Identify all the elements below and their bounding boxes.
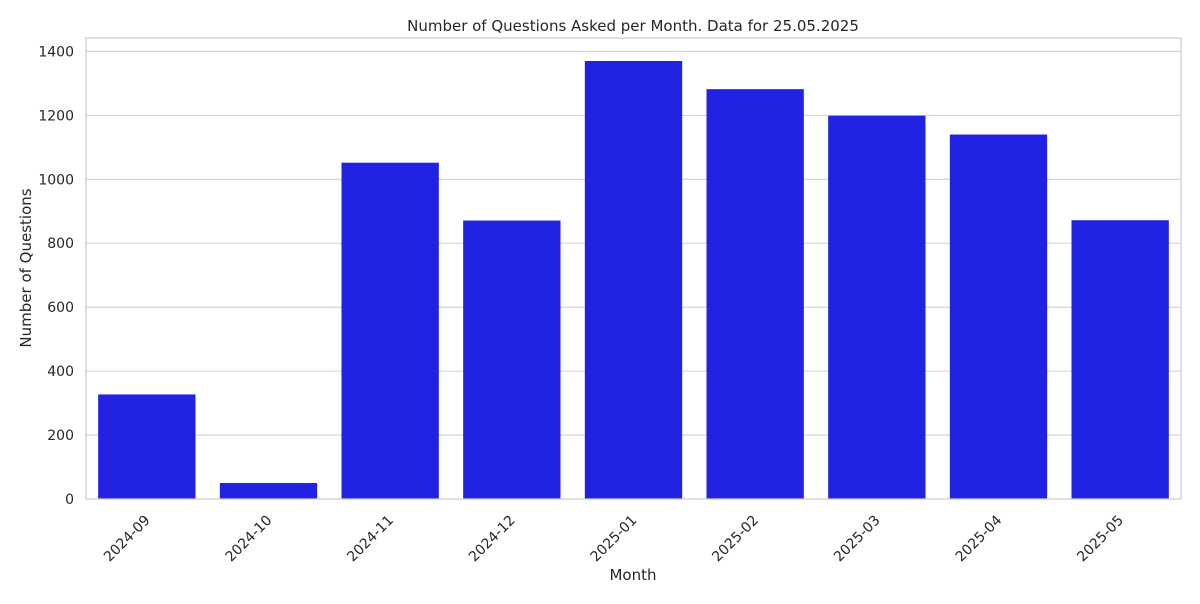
bar-2025-01 — [584, 61, 683, 499]
y-tick-label: 800 — [47, 236, 74, 252]
x-tick-label: 2025-02 — [709, 513, 762, 566]
bar-2024-09 — [98, 394, 196, 499]
x-tick-label: 2024-09 — [101, 513, 154, 566]
y-tick-label: 0 — [65, 492, 74, 508]
x-tick-label: 2025-03 — [831, 513, 884, 566]
y-tick-label: 1200 — [38, 108, 74, 124]
bars — [98, 61, 1169, 499]
plot-frame — [85, 37, 1182, 500]
bar-2024-10 — [219, 483, 318, 499]
bar-2025-04 — [949, 134, 1048, 499]
y-tick-label: 200 — [47, 428, 74, 444]
bar-2024-12 — [463, 220, 561, 499]
chart-title: Number of Questions Asked per Month. Dat… — [407, 17, 859, 35]
x-tick-label: 2024-12 — [466, 513, 519, 566]
bar-2025-03 — [828, 115, 926, 499]
x-tick-label: 2025-01 — [588, 513, 641, 566]
y-tick-label: 1400 — [38, 44, 74, 60]
y-axis-title: Number of Questions — [17, 188, 35, 347]
x-tick-label: 2024-10 — [223, 513, 276, 566]
y-tick-labels: 0 200 400 600 800 1000 1200 1400 — [38, 44, 74, 508]
x-tick-labels: 2024-09 2024-10 2024-11 2024-12 2025-01 2025-… — [101, 512, 1127, 565]
bar-2025-02 — [706, 89, 804, 499]
y-tick-label: 600 — [47, 300, 74, 316]
bar-2025-05 — [1071, 220, 1169, 499]
x-tick-label: 2025-04 — [953, 512, 1006, 565]
y-tick-label: 400 — [47, 364, 74, 380]
y-tick-label: 1000 — [38, 172, 74, 188]
bar-2024-11 — [341, 162, 439, 499]
x-tick-label: 2025-05 — [1074, 513, 1127, 566]
x-axis-title: Month — [609, 566, 656, 584]
x-tick-label: 2024-11 — [344, 513, 397, 566]
